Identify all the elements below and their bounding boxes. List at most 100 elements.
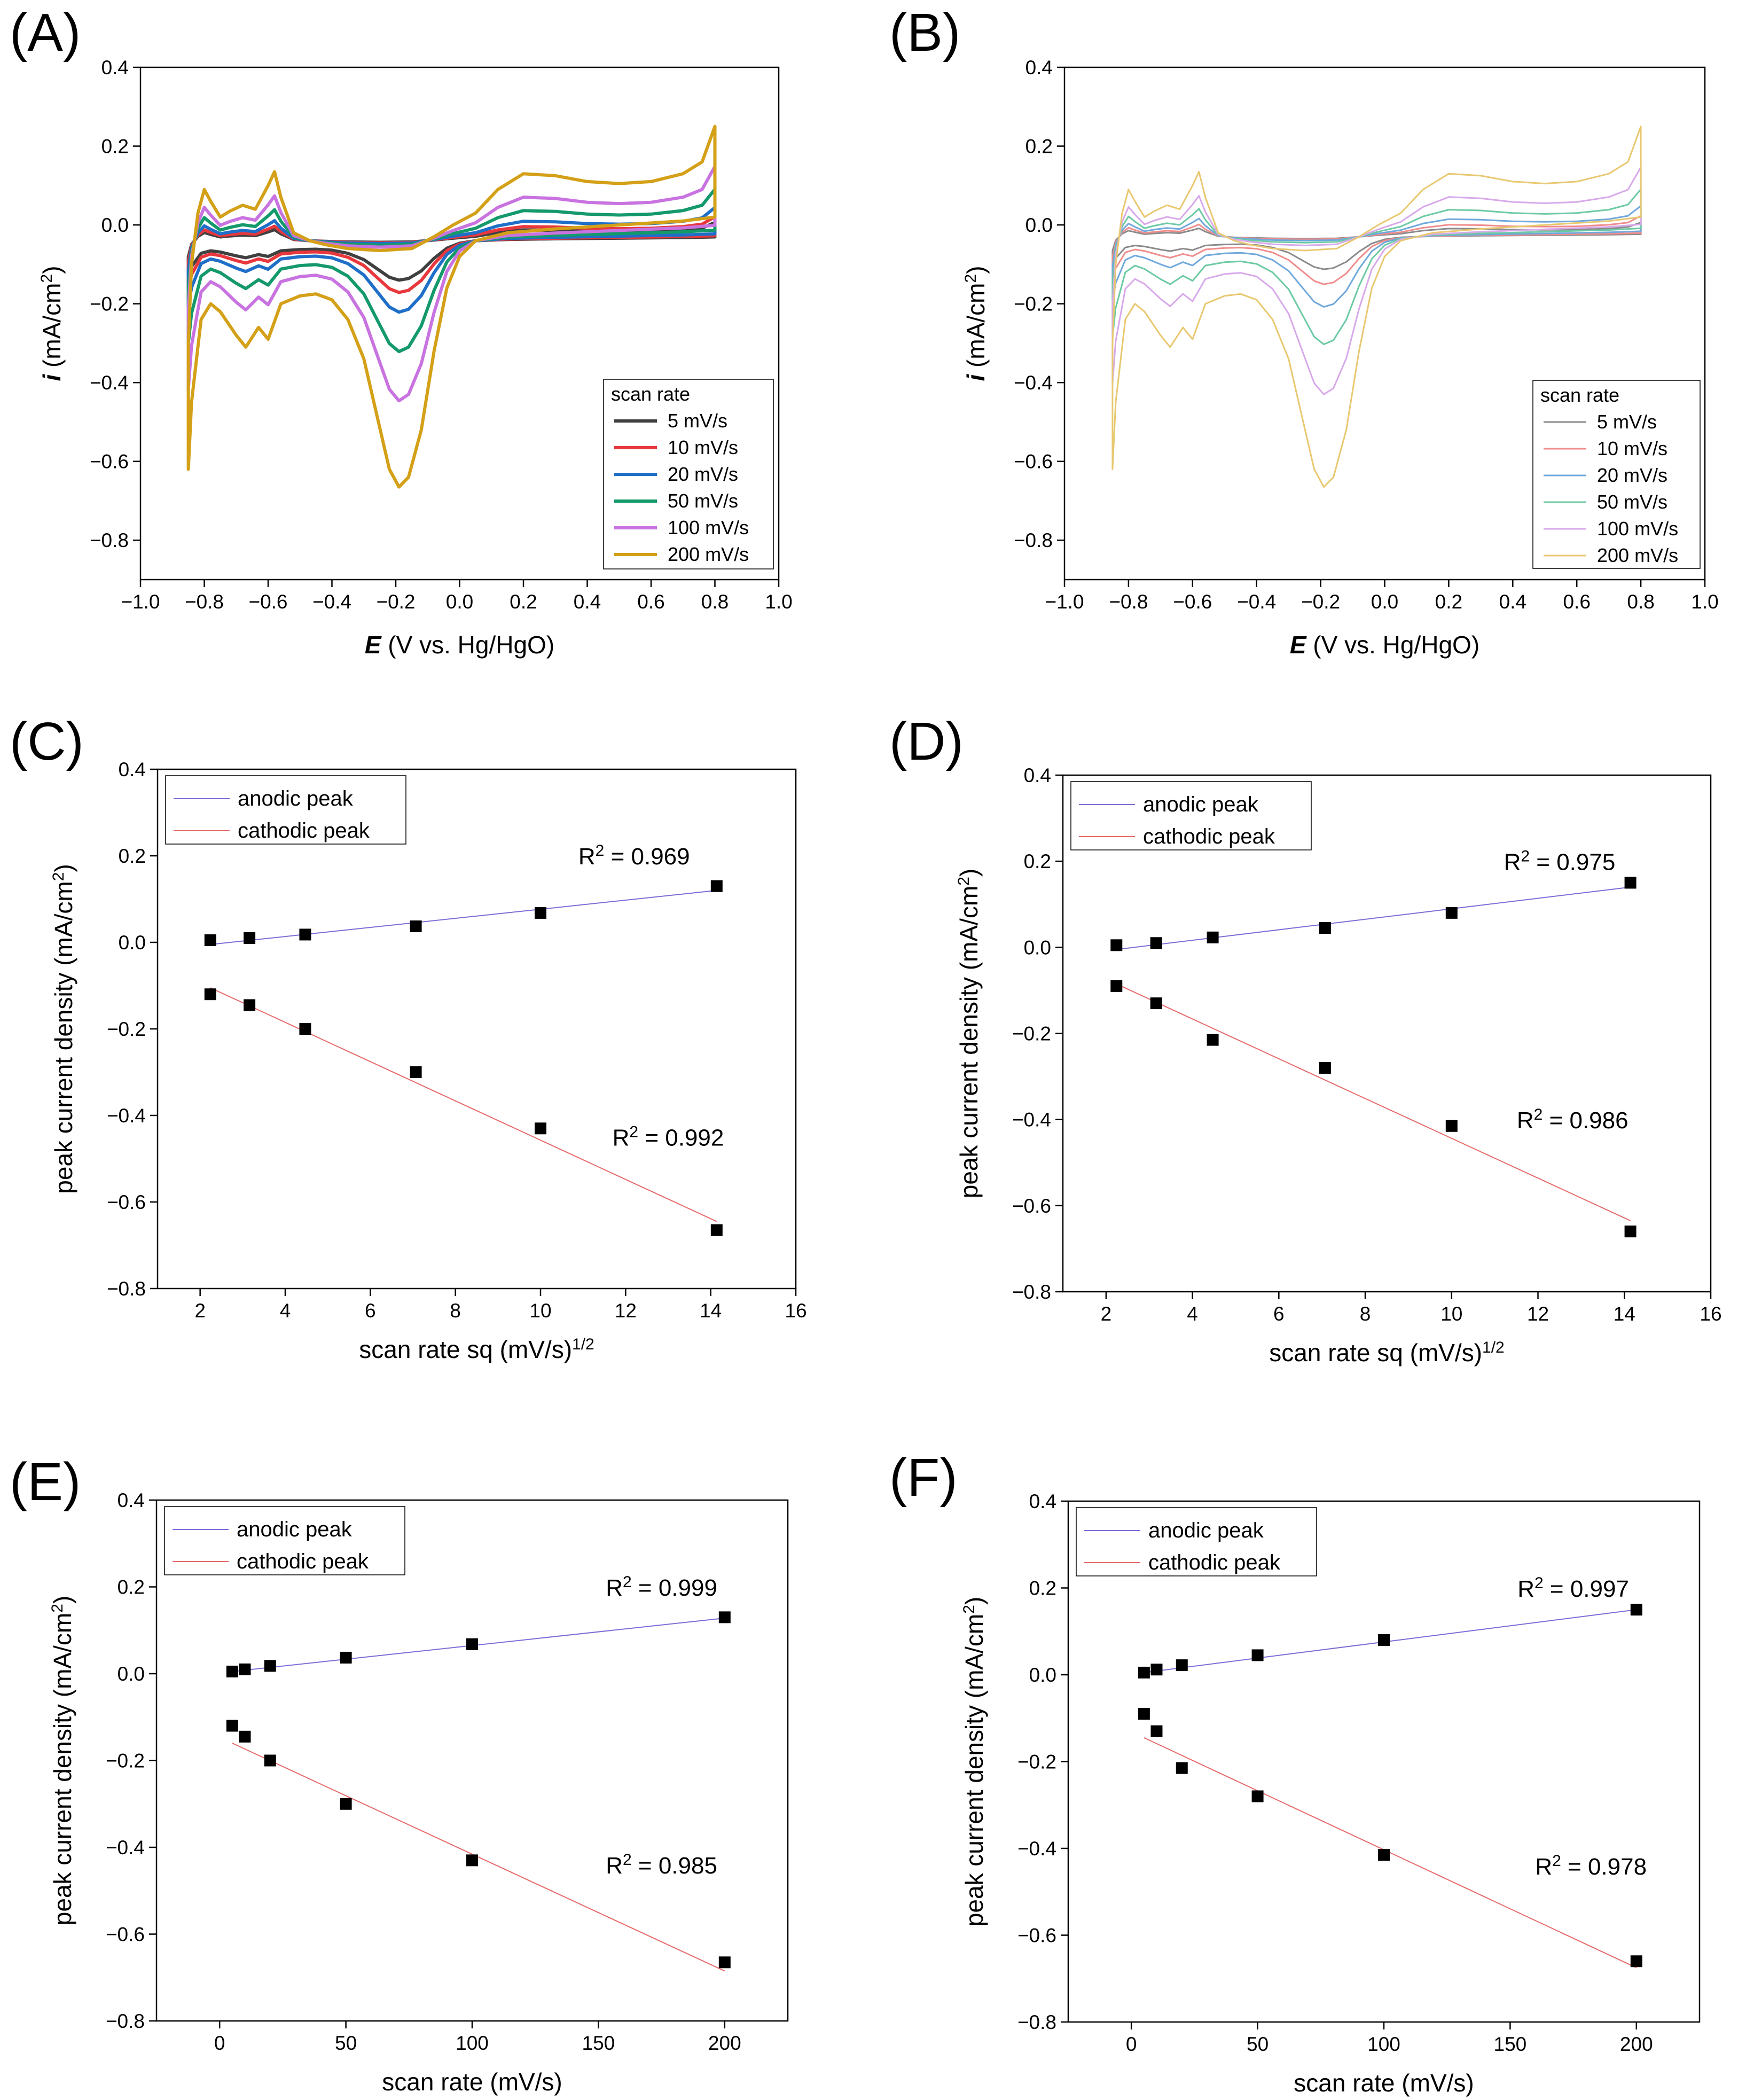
- x-tick-label: 100: [1367, 2033, 1400, 2055]
- cathodic-point: [466, 1854, 478, 1867]
- cathodic-point: [535, 1122, 546, 1135]
- x-tick-label: 16: [1700, 1303, 1721, 1325]
- x-axis-title: scan rate sq (mV/s)1/2: [359, 1336, 594, 1364]
- anodic-fit-line: [210, 889, 717, 946]
- cathodic-fit-line: [210, 987, 717, 1222]
- y-tick-label: −0.2: [1012, 1023, 1051, 1045]
- legend-label: 200 mV/s: [668, 543, 749, 565]
- cathodic-point: [710, 1224, 723, 1236]
- x-tick-label: 150: [1494, 2033, 1527, 2055]
- anodic-point: [1138, 1666, 1150, 1679]
- panel-label: (A): [10, 3, 81, 63]
- x-tick-label: 0.0: [1371, 591, 1398, 613]
- y-tick-label: 0.2: [118, 1576, 145, 1598]
- legend-label-cathodic: cathodic peak: [1143, 825, 1275, 848]
- y-tick-label: −0.6: [1017, 1925, 1056, 1947]
- cathodic-fit-line: [1144, 1737, 1637, 1969]
- anodic-r2-label: R2 = 0.969: [578, 842, 690, 870]
- anodic-point: [710, 880, 723, 892]
- y-axis-title: peak current density (mA/cm2): [50, 864, 78, 1193]
- cathodic-point: [226, 1720, 238, 1732]
- y-axis-title: peak current density (mA/cm2): [49, 1596, 77, 1925]
- y-tick-label: −0.8: [1017, 2011, 1056, 2033]
- y-tick-label: −0.6: [90, 451, 129, 473]
- y-tick-label: −0.4: [1017, 1838, 1056, 1860]
- x-tick-label: 50: [1247, 2033, 1269, 2055]
- legend-label-cathodic: cathodic peak: [237, 1550, 369, 1573]
- y-axis-title: peak current density (mA/cm2): [960, 1597, 989, 1926]
- y-axis-title: i (mA/cm2): [38, 266, 66, 381]
- anodic-fit-line: [1116, 886, 1631, 950]
- anodic-point: [239, 1663, 251, 1675]
- x-tick-label: 4: [280, 1300, 291, 1322]
- x-tick-label: 1.0: [1691, 591, 1718, 613]
- anodic-point: [466, 1638, 478, 1650]
- x-tick-label: 1.0: [765, 591, 792, 613]
- y-tick-label: 0.4: [119, 759, 146, 780]
- anodic-point: [1176, 1659, 1188, 1672]
- cv-curve: [1111, 188, 1642, 346]
- cv-curve: [186, 124, 717, 489]
- cathodic-point: [340, 1798, 352, 1810]
- cathodic-r2-label: R2 = 0.985: [606, 1851, 717, 1879]
- y-tick-label: 0.2: [101, 136, 129, 158]
- x-axis-title: scan rate (mV/s): [1294, 2069, 1474, 2097]
- cathodic-point: [1138, 1708, 1150, 1720]
- x-tick-label: −1.0: [1045, 591, 1084, 613]
- x-tick-label: 200: [708, 2032, 741, 2054]
- cathodic-point: [1251, 1790, 1264, 1802]
- cv-curve: [1111, 126, 1642, 488]
- legend-box: [1076, 1507, 1317, 1576]
- anodic-point: [1150, 937, 1162, 949]
- x-axis-title: E (V vs. Hg/HgO): [365, 631, 554, 659]
- anodic-r2-label: R2 = 0.999: [606, 1573, 717, 1601]
- x-tick-label: 14: [1614, 1303, 1635, 1325]
- legend: anodic peak cathodic peak: [1076, 1507, 1317, 1576]
- anodic-point: [1207, 931, 1219, 943]
- x-tick-label: 0.8: [1627, 591, 1654, 613]
- y-tick-label: −0.8: [106, 2010, 145, 2032]
- cathodic-fit-line: [232, 1743, 725, 1972]
- legend-box: [165, 775, 406, 845]
- y-tick-label: 0.4: [1029, 1490, 1056, 1512]
- x-tick-label: 0.6: [1563, 591, 1590, 613]
- x-tick-label: 100: [456, 2032, 489, 2054]
- x-tick-label: 6: [365, 1300, 376, 1322]
- x-tick-label: 2: [1101, 1303, 1112, 1325]
- y-tick-label: 0.0: [101, 214, 129, 236]
- cathodic-point: [1630, 1955, 1642, 1968]
- y-tick-label: −0.8: [107, 1278, 146, 1300]
- y-tick-label: 0.4: [1025, 57, 1053, 79]
- panel-label: (F): [889, 1448, 958, 1508]
- y-tick-label: −0.6: [1014, 451, 1053, 473]
- legend: scan rate 5 mV/s 10 mV/s 20 mV/s 50 mV/s 100 …: [1532, 380, 1701, 569]
- y-tick-label: 0.0: [119, 932, 146, 954]
- legend-box: [1070, 781, 1312, 850]
- cathodic-point: [239, 1730, 251, 1743]
- cathodic-point: [299, 1023, 311, 1035]
- anodic-point: [204, 934, 216, 946]
- anodic-point: [1110, 939, 1123, 951]
- legend-label: 10 mV/s: [1597, 438, 1667, 459]
- x-axis-title: scan rate (mV/s): [382, 2068, 562, 2096]
- y-tick-label: −0.4: [1012, 1109, 1051, 1131]
- anodic-point: [718, 1611, 731, 1623]
- panel-label: (B): [889, 3, 960, 63]
- x-axis-title: E (V vs. Hg/HgO): [1290, 631, 1479, 659]
- x-tick-label: −1.0: [121, 591, 160, 613]
- x-tick-label: 0.4: [574, 591, 601, 613]
- anodic-point: [1319, 922, 1331, 934]
- x-tick-label: 0: [214, 2032, 225, 2054]
- x-tick-label: −0.8: [185, 591, 224, 613]
- legend-label: 20 mV/s: [1597, 464, 1667, 486]
- x-tick-label: 10: [529, 1300, 551, 1322]
- legend-label-anodic: anodic peak: [238, 787, 354, 810]
- x-tick-label: 150: [582, 2032, 615, 2054]
- panel-d: (D) 2 4 6 8 10 12 14 16 −0.8 −0.6 −0.4 −0.2 0.0 0.2 0.4…: [889, 712, 1722, 1367]
- panel-b: (B) −1.0 −0.8 −0.6 −0.4 −0.2 0.0 0.2 0.4 0.6 0.8 1.…: [889, 3, 1719, 659]
- legend: anodic peak cathodic peak: [1070, 781, 1312, 850]
- legend-label: 10 mV/s: [668, 436, 738, 458]
- legend-label: 50 mV/s: [668, 490, 738, 512]
- anodic-point: [410, 920, 422, 933]
